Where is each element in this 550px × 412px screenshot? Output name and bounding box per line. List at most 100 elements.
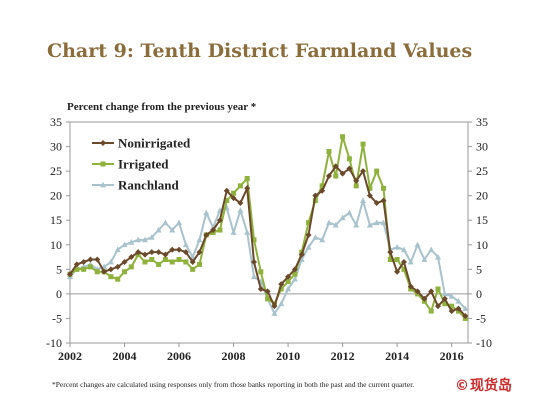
data-point <box>373 200 380 207</box>
data-point <box>394 268 401 275</box>
data-point <box>271 303 278 310</box>
data-point <box>421 256 428 262</box>
data-point <box>141 236 148 243</box>
data-point <box>101 268 108 275</box>
data-point <box>346 156 352 162</box>
data-point <box>169 259 175 265</box>
series-nonirrigated <box>67 163 469 319</box>
data-point <box>142 259 148 265</box>
data-point <box>148 249 155 256</box>
data-point <box>149 257 155 263</box>
data-point <box>312 192 319 199</box>
data-point <box>231 190 237 196</box>
watermark-symbol: © <box>455 378 469 394</box>
data-point <box>428 246 435 253</box>
data-point <box>230 229 237 235</box>
data-point <box>74 266 80 272</box>
data-point <box>162 257 168 263</box>
x-tick-label: 2002 <box>58 349 82 363</box>
data-point <box>332 221 339 228</box>
legend: Nonirrigated Irrigated Ranchland <box>92 136 191 193</box>
data-point <box>339 214 346 221</box>
data-point <box>353 221 360 228</box>
data-point <box>380 185 386 191</box>
data-point <box>155 249 162 256</box>
data-point <box>80 258 87 265</box>
data-point <box>94 269 100 275</box>
data-point <box>448 293 455 299</box>
data-point <box>121 258 128 265</box>
data-point <box>285 273 292 280</box>
data-point <box>414 288 421 295</box>
data-point <box>291 275 298 282</box>
data-point <box>203 209 210 216</box>
data-point <box>285 285 292 292</box>
data-point <box>366 221 373 228</box>
data-point <box>353 183 359 189</box>
data-point <box>291 266 298 273</box>
y-tick-label-right: -10 <box>476 336 492 350</box>
data-point <box>121 241 128 248</box>
data-point <box>360 197 367 203</box>
data-point <box>223 187 230 194</box>
data-point <box>251 237 257 243</box>
data-point <box>107 266 114 273</box>
data-point <box>271 310 278 316</box>
chart-title: Chart 9: Tenth District Farmland Values <box>47 40 473 62</box>
data-point <box>156 261 162 267</box>
y-tick-label-left: 35 <box>50 115 62 129</box>
legend-item-ranchland: Ranchland <box>92 178 179 193</box>
data-point <box>374 168 380 174</box>
data-point <box>176 219 183 226</box>
data-point <box>100 140 106 146</box>
data-point <box>353 177 360 184</box>
data-point <box>114 246 121 253</box>
footnote: *Percent changes are calculated using re… <box>52 380 414 389</box>
y-tick-label-right: 0 <box>476 287 482 301</box>
y-tick-label-left: 5 <box>56 262 62 276</box>
data-point <box>155 226 162 233</box>
data-point <box>326 148 332 154</box>
data-point <box>455 298 462 304</box>
data-point <box>108 274 114 280</box>
data-point <box>196 236 203 243</box>
y-tick-label-right: 25 <box>476 164 488 178</box>
x-tick-label: 2010 <box>276 349 300 363</box>
data-point <box>81 266 87 272</box>
data-point <box>428 288 435 295</box>
data-point <box>435 303 442 310</box>
data-point <box>183 259 189 265</box>
data-point <box>428 308 434 314</box>
data-point <box>169 226 176 233</box>
data-point <box>176 257 182 263</box>
data-point <box>400 258 407 265</box>
data-point <box>401 266 407 272</box>
data-point <box>73 261 80 268</box>
data-point <box>107 258 114 265</box>
data-point <box>100 161 106 167</box>
data-point <box>305 231 312 238</box>
data-point <box>407 283 414 290</box>
data-point <box>421 295 428 302</box>
y-axis-label: Percent change from the previous year * <box>67 101 257 113</box>
data-point <box>100 181 106 188</box>
data-point <box>162 251 169 258</box>
data-point <box>230 195 237 202</box>
data-point <box>203 231 210 238</box>
x-tick-label: 2008 <box>222 349 246 363</box>
data-point <box>380 197 387 204</box>
data-point <box>387 249 394 256</box>
data-point <box>67 271 73 278</box>
y-tick-label-left: 10 <box>50 238 62 252</box>
data-point <box>162 219 169 226</box>
y-tick-label-right: 35 <box>476 115 488 129</box>
data-point <box>216 217 223 224</box>
series-layer <box>67 134 469 321</box>
y-tick-label-right: -5 <box>476 311 486 325</box>
data-point <box>435 286 441 292</box>
data-point <box>448 308 455 315</box>
data-point <box>298 251 305 258</box>
data-point <box>435 253 442 260</box>
data-point <box>196 249 203 256</box>
plot-frame <box>69 121 469 344</box>
